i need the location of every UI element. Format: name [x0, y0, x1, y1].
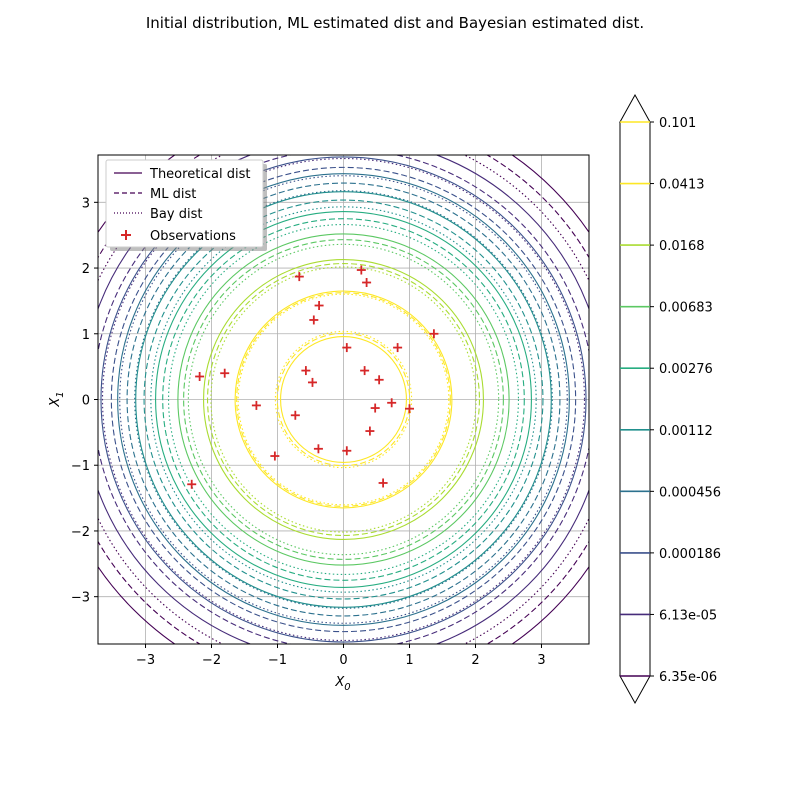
- contour-dotted: [101, 157, 586, 642]
- x-axis-subscript: 0: [344, 682, 350, 693]
- contour-lines: [98, 155, 589, 644]
- observation-marker: [342, 446, 352, 456]
- observation-marker: [187, 479, 197, 489]
- legend-label-ml: ML dist: [150, 187, 196, 202]
- contour-dashed: [236, 292, 451, 507]
- x-tick-label: 2: [471, 653, 479, 668]
- contour-solid: [155, 211, 532, 588]
- legend: Theoretical dist ML dist Bay dist Observ…: [105, 159, 267, 251]
- x-tick-label: −1: [268, 653, 287, 668]
- y-tick-label: 0: [82, 394, 90, 409]
- y-axis-label: X1: [48, 391, 66, 407]
- contour-dashed: [276, 332, 411, 467]
- colorbar-tick-label: 0.00276: [659, 362, 713, 377]
- colorbar-tick-label: 6.35e-06: [659, 670, 717, 685]
- colorbar-tick-label: 0.00112: [659, 424, 713, 439]
- colorbar-top-arrow: [619, 93, 651, 123]
- contour-solid: [135, 191, 552, 608]
- contour-dotted: [237, 293, 450, 506]
- observation-marker: [301, 366, 311, 376]
- observation-marker: [195, 371, 205, 381]
- observation-marker: [270, 451, 280, 461]
- contour-dashed: [143, 199, 544, 600]
- y-tick-label: −2: [71, 525, 90, 540]
- observation-marker: [309, 315, 319, 325]
- axis-ticks: −3 −2 −1 0 1 2 3 −3 −2 −1 0 1 2 3: [71, 196, 546, 668]
- y-tick-label: 2: [82, 262, 90, 277]
- colorbar-tick-label: 0.000456: [659, 485, 721, 500]
- colorbar-level-lines: [620, 121, 650, 677]
- observations-layer: [187, 265, 439, 489]
- colorbar-tick-label: 0.0413: [659, 178, 705, 193]
- observation-marker: [251, 400, 261, 410]
- contour-dashed: [183, 239, 504, 560]
- observation-marker: [362, 278, 372, 288]
- contour-solid: [117, 173, 570, 626]
- y-tick-label: −1: [71, 459, 90, 474]
- contour-solid: [234, 290, 453, 509]
- observation-marker: [220, 368, 230, 378]
- contour-dotted: [210, 266, 477, 533]
- legend-label-observations: Observations: [150, 229, 236, 244]
- observation-marker: [378, 478, 388, 488]
- x-tick-label: −3: [136, 653, 155, 668]
- colorbar-tick-label: 6.13e-05: [659, 608, 717, 623]
- x-tick-label: −2: [202, 653, 221, 668]
- observation-marker: [360, 366, 370, 376]
- observation-marker: [387, 398, 397, 408]
- observation-marker: [374, 375, 384, 385]
- contour-solid: [203, 259, 484, 540]
- contour-dotted: [119, 175, 568, 624]
- colorbar: 0.101 0.0413 0.0168 0.00683 0.00276 0.00112 0.…: [619, 93, 721, 705]
- y-tick-label: −3: [71, 591, 90, 606]
- observation-marker: [307, 377, 317, 387]
- contour-solid: [280, 336, 407, 463]
- contour-dotted: [274, 330, 413, 469]
- observation-marker: [404, 404, 414, 414]
- contour-dotted: [150, 206, 537, 593]
- contour-dashed: [162, 218, 525, 581]
- x-tick-label: 1: [405, 653, 413, 668]
- observation-marker: [294, 272, 304, 282]
- x-axis-label: X0: [334, 675, 350, 693]
- colorbar-ticks: 0.101 0.0413 0.0168 0.00683 0.00276 0.00112 0.…: [650, 116, 721, 685]
- x-tick-label: 3: [537, 653, 545, 668]
- legend-box: [105, 159, 264, 248]
- colorbar-body: [619, 121, 651, 677]
- observation-marker: [314, 301, 324, 311]
- contour-dashed: [110, 166, 577, 633]
- contour-dashed: [126, 182, 561, 617]
- observation-marker: [365, 426, 375, 436]
- chart-title: Initial distribution, ML estimated dist …: [146, 14, 644, 32]
- y-tick-label: 1: [82, 328, 90, 343]
- y-axis-subscript: 1: [55, 391, 66, 397]
- colorbar-tick-label: 0.00683: [659, 301, 713, 316]
- observation-marker: [429, 329, 439, 339]
- contour-solid: [177, 233, 510, 566]
- contour-dotted: [187, 243, 500, 556]
- observation-marker: [356, 265, 366, 275]
- contour-solid: [100, 156, 587, 643]
- legend-label-bay: Bay dist: [150, 207, 202, 222]
- observation-marker: [313, 444, 323, 454]
- observation-marker: [393, 343, 403, 353]
- colorbar-tick-label: 0.0168: [659, 239, 705, 254]
- y-tick-label: 3: [82, 196, 90, 211]
- colorbar-tick-label: 0.101: [659, 116, 696, 131]
- observation-marker: [290, 410, 300, 420]
- legend-label-theoretical: Theoretical dist: [149, 167, 251, 182]
- observation-marker: [342, 343, 352, 353]
- legend-marker-observations: [121, 230, 131, 240]
- colorbar-tick-label: 0.000186: [659, 547, 721, 562]
- contour-dashed: [206, 262, 481, 537]
- colorbar-bottom-arrow: [619, 675, 651, 705]
- x-tick-label: 0: [339, 653, 347, 668]
- contour-dotted: [167, 223, 520, 576]
- observation-marker: [370, 403, 380, 413]
- contour-dotted: [134, 190, 553, 609]
